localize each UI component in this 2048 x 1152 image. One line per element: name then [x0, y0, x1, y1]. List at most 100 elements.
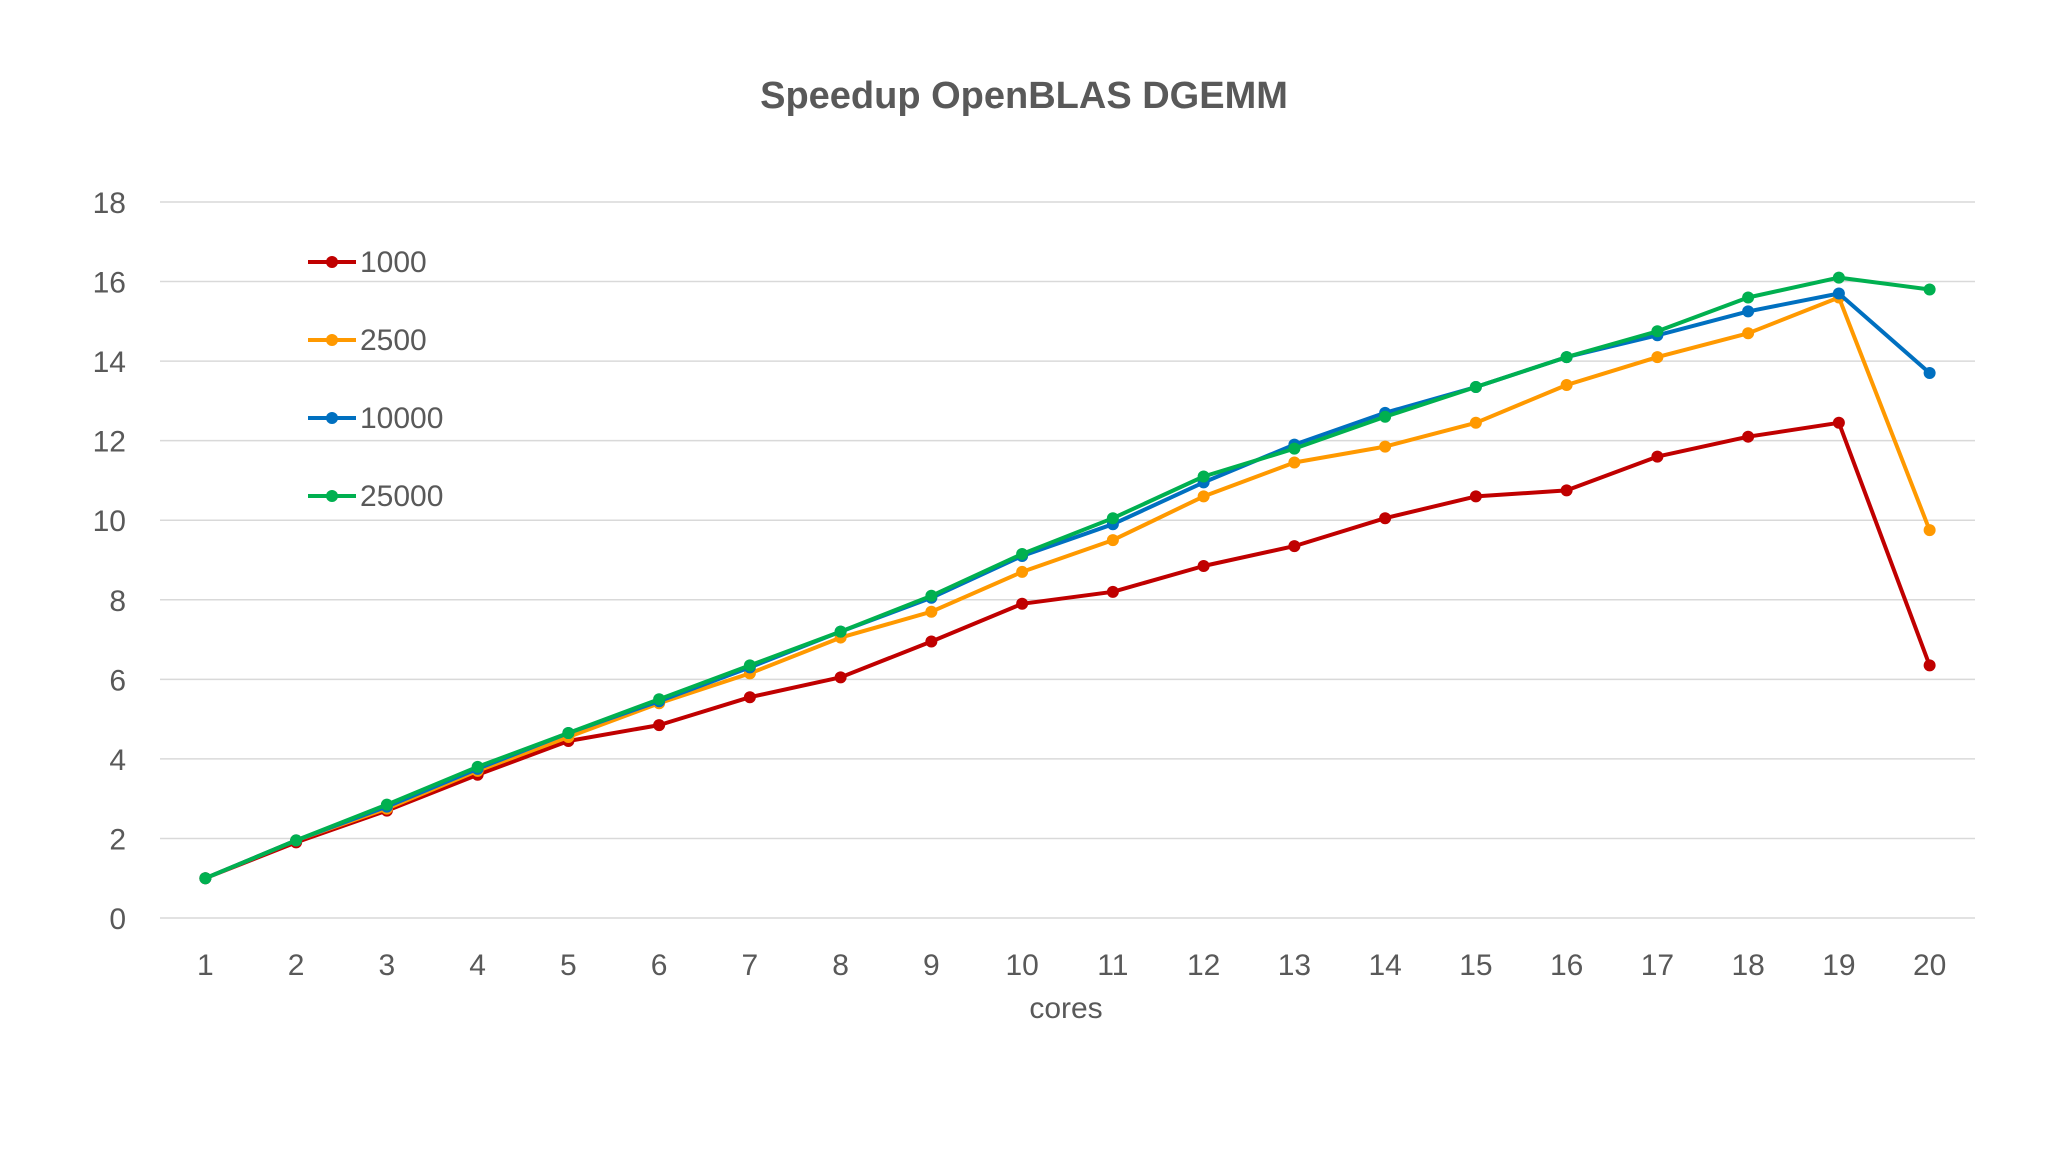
x-tick-label: 2	[288, 949, 305, 982]
y-tick-label: 18	[93, 187, 126, 220]
legend-item-25000: 25000	[308, 480, 443, 513]
x-tick-label: 16	[1550, 949, 1583, 982]
data-point-10000	[1923, 367, 1936, 380]
data-point-25000	[1197, 470, 1210, 483]
data-point-25000	[925, 589, 938, 602]
x-tick-label: 13	[1278, 949, 1311, 982]
data-point-25000	[834, 625, 847, 638]
x-tick-label: 9	[923, 949, 940, 982]
series-10000	[199, 287, 1936, 885]
data-point-2500	[1016, 565, 1029, 578]
data-point-2500	[925, 605, 938, 618]
data-point-1000	[1288, 540, 1301, 553]
series-25000	[199, 271, 1936, 885]
data-point-25000	[1560, 351, 1573, 364]
series-2500	[199, 291, 1936, 885]
x-tick-label: 7	[742, 949, 759, 982]
x-tick-label: 20	[1913, 949, 1946, 982]
data-point-25000	[562, 727, 575, 740]
x-tick-label: 11	[1097, 949, 1128, 982]
x-tick-label: 5	[560, 949, 577, 982]
series-lines	[199, 271, 1936, 885]
x-tick-label: 15	[1459, 949, 1492, 982]
data-point-25000	[1923, 283, 1936, 296]
data-point-25000	[653, 693, 666, 706]
x-tick-label: 14	[1368, 949, 1401, 982]
data-point-25000	[1379, 410, 1392, 423]
y-tick-label: 12	[93, 426, 126, 459]
data-point-1000	[1832, 416, 1845, 429]
data-point-1000	[1379, 512, 1392, 525]
data-point-25000	[1288, 442, 1301, 455]
legend-swatch-marker	[326, 334, 338, 346]
x-tick-label: 8	[832, 949, 849, 982]
chart-title: Speedup OpenBLAS DGEMM	[760, 75, 1288, 117]
legend-label: 1000	[360, 246, 427, 279]
data-point-2500	[1197, 490, 1210, 503]
data-point-2500	[1379, 440, 1392, 453]
x-tick-label: 12	[1187, 949, 1220, 982]
data-point-1000	[1197, 559, 1210, 572]
data-point-1000	[925, 635, 938, 648]
x-tick-label: 17	[1641, 949, 1674, 982]
gridlines	[160, 201, 1975, 919]
x-tick-label: 6	[651, 949, 668, 982]
data-point-2500	[1742, 327, 1755, 340]
data-point-25000	[290, 834, 303, 847]
data-point-1000	[1469, 490, 1482, 503]
y-axis-ticks: 0 2 4 6 8 10 12 14 16 18	[93, 187, 126, 936]
series-line-1000	[203, 420, 1932, 881]
legend-swatch-marker	[326, 256, 338, 268]
y-tick-label: 0	[109, 903, 126, 936]
data-point-25000	[1742, 291, 1755, 304]
legend-swatch-marker	[326, 490, 338, 502]
legend-swatch-marker	[326, 412, 338, 424]
series-1000	[199, 416, 1936, 885]
data-point-2500	[1469, 416, 1482, 429]
y-tick-label: 16	[93, 267, 126, 300]
legend-item-1000: 1000	[308, 246, 427, 279]
legend-label: 25000	[360, 480, 443, 513]
y-tick-label: 6	[109, 664, 126, 697]
data-point-1000	[1651, 450, 1664, 463]
data-point-1000	[1742, 430, 1755, 443]
y-tick-label: 2	[109, 823, 126, 856]
data-point-10000	[1832, 287, 1845, 300]
series-line-10000	[203, 291, 1932, 881]
data-point-1000	[1106, 585, 1119, 598]
x-axis-label: cores	[1029, 992, 1102, 1025]
y-tick-label: 10	[93, 505, 126, 538]
data-point-1000	[1923, 659, 1936, 672]
legend-item-2500: 2500	[308, 324, 427, 357]
series-line-2500	[203, 295, 1932, 881]
data-point-2500	[1651, 351, 1664, 364]
data-point-25000	[1651, 325, 1664, 338]
x-axis-ticks: 1 2 3 4 5 6 7 8 9 10 11 12 13 14 15 16 17 18 19 20	[197, 949, 1946, 982]
data-point-25000	[1832, 271, 1845, 284]
data-point-2500	[1106, 534, 1119, 547]
x-tick-label: 10	[1005, 949, 1038, 982]
data-point-2500	[1288, 456, 1301, 469]
legend-label: 2500	[360, 324, 427, 357]
data-point-1000	[653, 719, 666, 732]
x-tick-label: 3	[379, 949, 396, 982]
y-tick-label: 4	[109, 744, 126, 777]
x-tick-label: 19	[1822, 949, 1855, 982]
x-tick-label: 1	[197, 949, 214, 982]
data-point-1000	[1016, 597, 1029, 610]
y-tick-label: 14	[93, 346, 126, 379]
legend-label: 10000	[360, 402, 443, 435]
data-point-2500	[1560, 378, 1573, 391]
data-point-2500	[1923, 524, 1936, 537]
data-point-10000	[1742, 305, 1755, 318]
data-point-25000	[199, 872, 212, 885]
data-point-25000	[1469, 380, 1482, 393]
x-tick-label: 18	[1731, 949, 1764, 982]
series-line-25000	[203, 275, 1932, 881]
legend: 1000 2500 10000 25000	[308, 246, 443, 513]
data-point-25000	[1106, 512, 1119, 525]
data-point-25000	[1016, 548, 1029, 561]
data-point-25000	[743, 659, 756, 672]
data-point-1000	[834, 671, 847, 684]
